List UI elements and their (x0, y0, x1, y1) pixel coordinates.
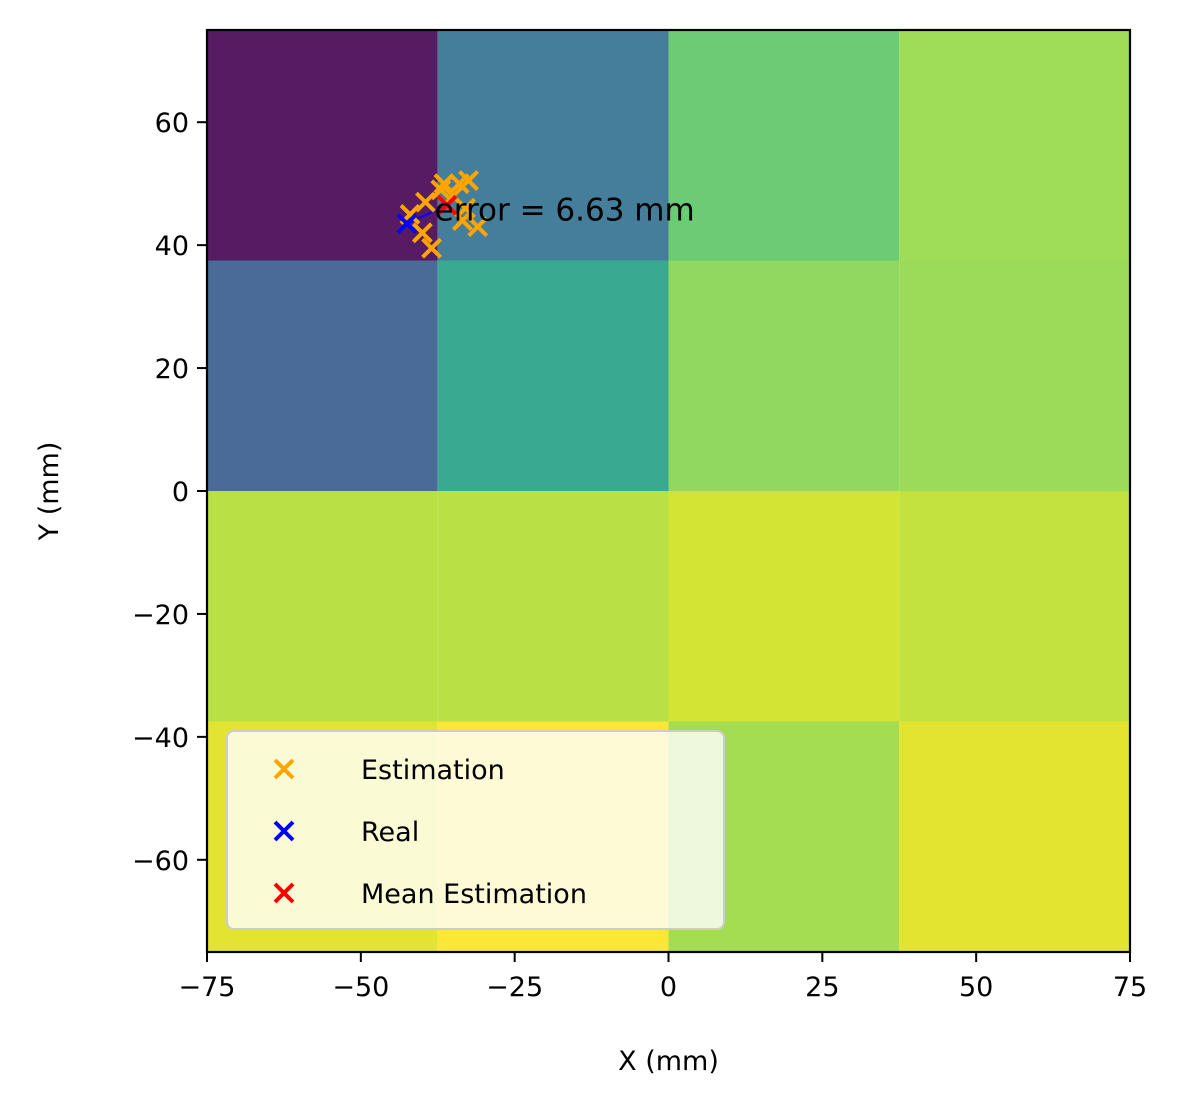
heatmap-cell-r3-c3 (899, 721, 1130, 952)
heatmap-cell-r1-c1 (437, 260, 669, 491)
heatmap-cell-r1-c0 (207, 260, 438, 491)
heatmap-cell-r2-c2 (668, 491, 900, 722)
points-layer (396, 170, 489, 259)
x-tick-label-1: −50 (332, 972, 389, 1003)
x-axis-label: X (mm) (618, 1046, 719, 1077)
legend: Estimation Real Mean Estimation (226, 730, 725, 930)
series-real (396, 213, 418, 235)
legend-marker-estimation (273, 758, 295, 780)
point-estimation-9-stroke-b (455, 197, 476, 219)
heatmap-cell-r2-c0 (207, 491, 438, 722)
legend-marker-mean-estimation (273, 882, 295, 904)
heatmap-cell-r0-c1 (437, 30, 669, 261)
x-tick-label-0: −75 (179, 972, 236, 1003)
error-annotation: error = 6.63 mm (435, 193, 695, 229)
x-tick-label-4: 25 (805, 972, 839, 1003)
x-tick-label-5: 50 (959, 972, 993, 1003)
point-estimation-2 (411, 222, 433, 244)
legend-entry-real: Real (273, 817, 419, 848)
legend-marker-estimation-stroke-b (273, 758, 295, 780)
legend-entries: Estimation Real Mean Estimation (273, 755, 587, 910)
y-tick-label-1: −40 (132, 723, 189, 754)
x-tick-label-2: −25 (486, 972, 543, 1003)
x-axis: −75 −50 −25 0 25 50 75 (179, 952, 1147, 1003)
y-tick-label-0: −60 (132, 846, 189, 877)
legend-label-estimation: Estimation (361, 755, 505, 786)
legend-marker-real-stroke-b (273, 820, 295, 842)
y-tick-label-4: 20 (155, 354, 189, 385)
point-estimation-12 (430, 179, 452, 201)
point-estimation-1-stroke-b (415, 191, 436, 213)
heatmap-cell-r2-c3 (899, 491, 1130, 722)
y-tick-label-2: −20 (132, 600, 189, 631)
heatmap-cell-r0-c3 (899, 30, 1130, 261)
legend-entry-estimation: Estimation (273, 755, 505, 786)
y-axis: −60 −40 −20 0 20 40 60 (132, 108, 207, 877)
point-estimation-2-stroke-b (411, 222, 433, 244)
legend-label-real: Real (361, 817, 419, 848)
heatmap-cell-r1-c3 (899, 260, 1130, 491)
y-tick-label-5: 40 (155, 231, 189, 262)
point-estimation-11-stroke-b (451, 210, 473, 231)
x-tick-label-3: 0 (660, 972, 677, 1003)
point-real-0-stroke-b (396, 213, 418, 235)
series-mean-estimation (436, 194, 458, 216)
heatmap-cell-r0-c0 (207, 30, 438, 261)
legend-marker-mean-estimation-stroke-b (273, 882, 295, 904)
heatmap-cell-r0-c2 (668, 30, 900, 261)
y-tick-label-3: 0 (172, 477, 189, 508)
legend-label-mean-estimation: Mean Estimation (361, 879, 587, 910)
point-estimation-6-stroke-b (458, 170, 479, 192)
legend-box (226, 730, 725, 930)
point-estimation-10 (467, 216, 489, 238)
x-tick-label-6: 75 (1113, 972, 1147, 1003)
point-estimation-7-stroke-b (442, 185, 464, 207)
point-estimation-11 (451, 210, 473, 231)
point-estimation-3 (421, 237, 443, 259)
point-mean-estimation-0 (436, 194, 458, 216)
y-axis-label: Y (mm) (34, 442, 65, 542)
heatmap-cell-r1-c2 (668, 260, 900, 491)
point-estimation-6 (458, 170, 479, 192)
legend-marker-real (273, 820, 295, 842)
y-tick-label-6: 60 (155, 108, 189, 139)
point-real-0 (396, 213, 418, 235)
point-estimation-10-stroke-b (467, 216, 489, 238)
point-estimation-1 (415, 191, 436, 213)
point-mean-estimation-0-stroke-b (436, 194, 458, 216)
point-estimation-3-stroke-b (421, 237, 443, 259)
point-estimation-12-stroke-b (430, 179, 452, 201)
legend-entry-mean-estimation: Mean Estimation (273, 879, 587, 910)
heatmap-cell-r2-c1 (437, 491, 669, 722)
series-estimation (399, 170, 489, 259)
